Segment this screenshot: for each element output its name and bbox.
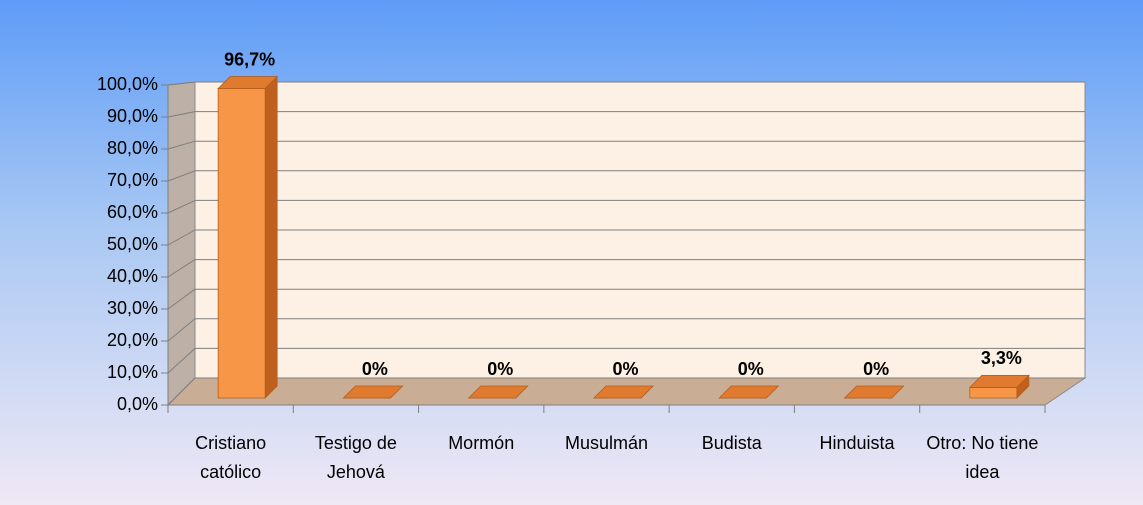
bar-front xyxy=(217,88,266,399)
bar-top xyxy=(843,385,905,399)
bar-side xyxy=(264,75,278,399)
side-grid-line xyxy=(167,348,196,374)
side-grid-line xyxy=(167,199,196,214)
bar xyxy=(718,385,780,399)
y-tick-label: 100,0% xyxy=(97,74,158,94)
side-wall xyxy=(167,81,196,407)
value-label: 0% xyxy=(362,359,388,379)
x-tick-label: Hinduista xyxy=(819,433,895,453)
y-tick-label: 30,0% xyxy=(107,298,158,318)
x-tick-label: Otro: No tiene idea xyxy=(926,433,1039,482)
y-tick-label: 90,0% xyxy=(107,106,158,126)
bar-top xyxy=(718,385,780,399)
value-label: 0% xyxy=(738,359,764,379)
bar-front xyxy=(969,387,1018,399)
bar-top xyxy=(968,375,1030,388)
y-tick-label: 60,0% xyxy=(107,202,158,222)
y-tick-label: 10,0% xyxy=(107,362,158,382)
y-tick-label: 50,0% xyxy=(107,234,158,254)
side-grid-line xyxy=(167,170,196,182)
bar-top xyxy=(342,385,404,399)
bar xyxy=(342,385,404,399)
x-tick-label: Testigo de Jehová xyxy=(314,433,397,482)
y-tick-label: 70,0% xyxy=(107,170,158,190)
bar-top xyxy=(467,385,529,399)
side-grid-line xyxy=(167,288,196,310)
side-grid-line xyxy=(167,377,196,406)
bar xyxy=(593,385,654,399)
side-grid-line xyxy=(167,318,196,342)
y-tick-label: 0,0% xyxy=(117,394,158,414)
bar xyxy=(968,374,1030,399)
y-tick-label: 80,0% xyxy=(107,138,158,158)
bar-top xyxy=(593,385,654,399)
y-tick-label: 20,0% xyxy=(107,330,158,350)
side-grid-line xyxy=(167,259,196,278)
value-label: 96,7% xyxy=(224,49,275,69)
x-tick-label: Cristiano católico xyxy=(195,433,267,482)
value-label: 0% xyxy=(487,359,513,379)
bar-top xyxy=(217,76,279,89)
side-grid-line xyxy=(167,229,196,246)
value-label: 3,3% xyxy=(981,348,1022,368)
side-grid-line xyxy=(167,111,196,118)
side-grid-line xyxy=(167,140,196,150)
x-tick-label: Mormón xyxy=(448,433,515,453)
side-grid-line xyxy=(167,81,196,86)
y-tick-label: 40,0% xyxy=(107,266,158,286)
x-tick-label: Budista xyxy=(701,433,762,453)
value-label: 0% xyxy=(612,359,638,379)
bar xyxy=(843,385,905,399)
bar xyxy=(467,385,529,399)
value-label: 0% xyxy=(863,359,889,379)
bar xyxy=(217,75,279,399)
x-tick-label: Musulmán xyxy=(564,433,649,453)
